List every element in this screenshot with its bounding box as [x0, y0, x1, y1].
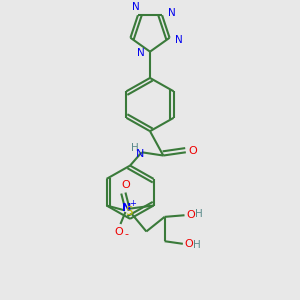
Text: N: N — [136, 149, 144, 159]
Text: N: N — [132, 2, 140, 12]
Text: N: N — [167, 8, 175, 18]
Text: O: O — [184, 239, 193, 250]
Text: N: N — [137, 48, 145, 58]
Text: S: S — [125, 206, 133, 218]
Text: O: O — [189, 146, 197, 156]
Text: H: H — [130, 143, 138, 153]
Text: H: H — [195, 208, 202, 219]
Text: H: H — [193, 240, 201, 250]
Text: N: N — [122, 203, 132, 213]
Text: +: + — [130, 199, 136, 208]
Text: O: O — [121, 180, 130, 190]
Text: N: N — [175, 35, 183, 45]
Text: O: O — [114, 227, 123, 237]
Text: O: O — [186, 210, 195, 220]
Text: -: - — [124, 229, 128, 239]
